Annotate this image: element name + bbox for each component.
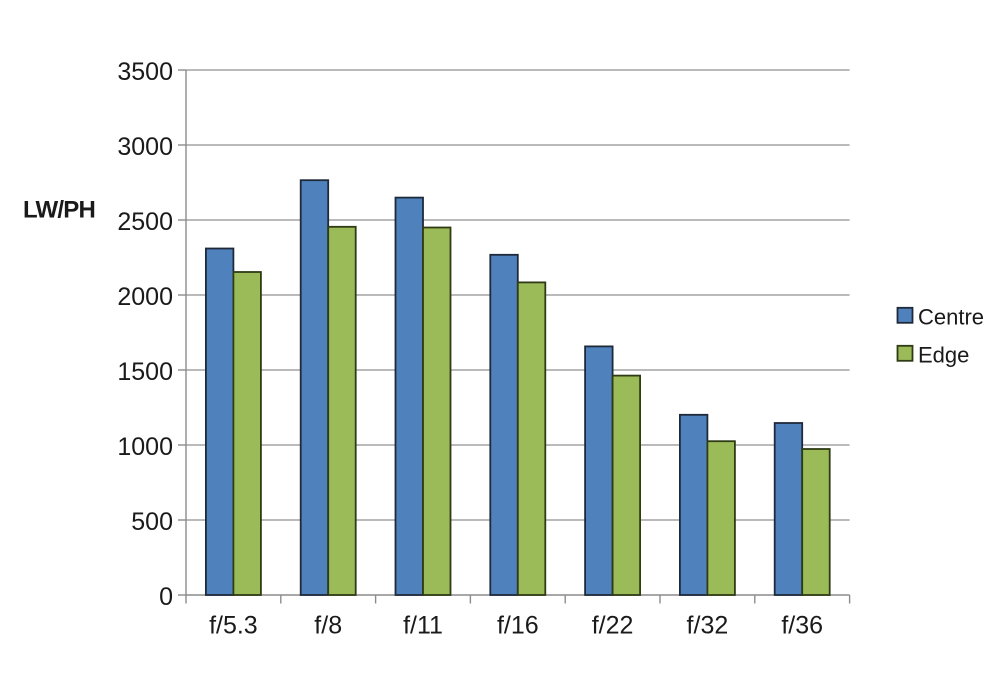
- svg-text:3500: 3500: [117, 58, 173, 86]
- svg-text:0: 0: [159, 583, 173, 611]
- svg-text:Edge: Edge: [918, 342, 969, 367]
- svg-text:1500: 1500: [117, 358, 173, 386]
- svg-text:f/11: f/11: [403, 612, 443, 640]
- svg-text:500: 500: [131, 508, 173, 536]
- svg-text:2500: 2500: [117, 208, 173, 236]
- svg-text:f/22: f/22: [592, 612, 634, 640]
- svg-text:2000: 2000: [117, 283, 173, 311]
- svg-text:3000: 3000: [117, 133, 173, 161]
- svg-text:Centre: Centre: [918, 304, 984, 329]
- svg-text:f/16: f/16: [497, 612, 539, 640]
- svg-text:f/32: f/32: [687, 612, 729, 640]
- svg-text:LW/PH: LW/PH: [23, 197, 95, 224]
- svg-text:f/8: f/8: [314, 612, 342, 640]
- svg-text:1000: 1000: [117, 433, 173, 461]
- svg-text:f/5.3: f/5.3: [209, 612, 258, 640]
- svg-text:f/36: f/36: [781, 612, 823, 640]
